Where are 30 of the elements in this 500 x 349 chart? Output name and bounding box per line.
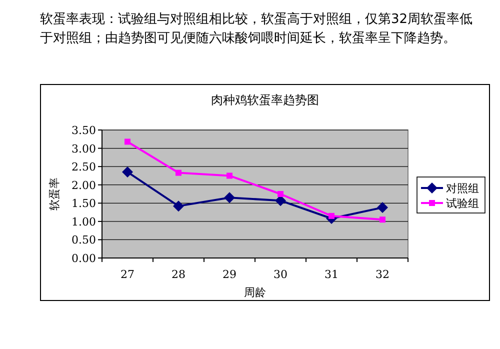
- x-axis-title: 周龄: [244, 286, 266, 299]
- point: [226, 172, 232, 179]
- point: [377, 202, 388, 214]
- legend-label: 对照组: [446, 182, 479, 195]
- y-tick-label: 2.00: [72, 178, 96, 192]
- y-tick-label: 2.50: [72, 160, 96, 174]
- y-tick-label: 3.00: [72, 142, 96, 156]
- point: [122, 166, 133, 178]
- y-tick-label: 0.00: [72, 252, 96, 265]
- y-tick-label: 0.50: [72, 234, 96, 247]
- point: [124, 138, 130, 145]
- x-tick-label: 29: [222, 268, 236, 281]
- y-tick-label: 1.00: [72, 215, 96, 228]
- chart-title: 肉种鸡软蛋率趋势图: [211, 93, 319, 107]
- point: [176, 170, 182, 176]
- x-tick-label: 28: [172, 268, 186, 281]
- point: [173, 200, 184, 212]
- point: [380, 216, 386, 223]
- y-axis-title: 软蛋率: [48, 178, 61, 210]
- x-tick-label: 30: [274, 268, 288, 281]
- y-tick-label: 1.50: [72, 197, 96, 210]
- point: [224, 192, 235, 204]
- point: [328, 212, 334, 219]
- legend-label: 试验组: [446, 197, 479, 210]
- point: [278, 191, 284, 197]
- text: 软蛋率表现：试验组与对照组相比较，软蛋高于对照组，仅第32周软蛋率低于对照组；由趋势图可见便随六味酸饲喂时间延长，软蛋率呈下降趋势。: [40, 11, 474, 48]
- x-tick-label: 27: [120, 268, 134, 281]
- x-tick-label: 32: [376, 268, 390, 281]
- y-tick-label: 3.50: [72, 124, 96, 137]
- x-tick-label: 31: [324, 268, 338, 281]
